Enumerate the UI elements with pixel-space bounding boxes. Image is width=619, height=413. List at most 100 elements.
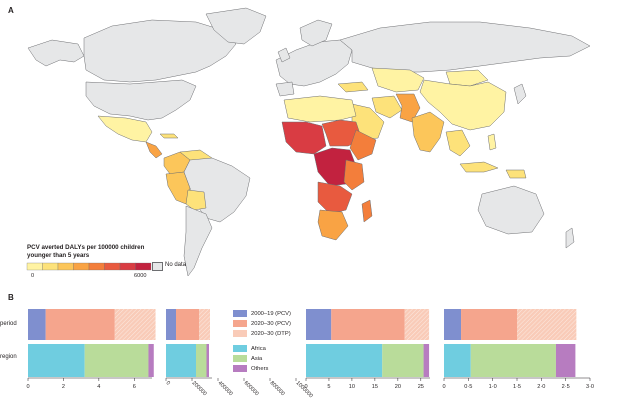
row-label-region: region (0, 354, 17, 360)
region-usa (85, 79, 197, 121)
legend-swatch (233, 320, 247, 327)
region-southern-africa (317, 209, 349, 241)
legend-title-line1: PCV averted DALYs per 100000 children (27, 244, 145, 251)
region-central-america (145, 141, 163, 159)
region-kazakhstan (371, 67, 425, 93)
x-tick-label: 800000 (269, 380, 286, 397)
region-horn-of-africa (349, 129, 377, 161)
bar-segment-period-3-chart-4 (517, 309, 577, 340)
region-mongolia (445, 69, 489, 87)
region-iberia (275, 81, 295, 97)
x-tick-label: 2·0 (537, 384, 545, 390)
region-china (419, 79, 507, 131)
region-north-africa (283, 95, 357, 123)
legend-item: 2020–30 (PCV) (233, 320, 291, 327)
x-tick-label: 1000000 (295, 380, 314, 399)
legend-label: 2020–30 (PCV) (251, 320, 291, 327)
x-tick-label: 2·5 (562, 384, 570, 390)
region-alaska (27, 39, 85, 67)
x-tick-label: 20 (395, 384, 401, 390)
x-tick-label: 0 (165, 380, 171, 386)
region-angola-zambia (317, 181, 353, 215)
region-new-zealand (565, 227, 575, 249)
x-tick-label: 5 (327, 384, 330, 390)
region-indonesia (459, 161, 499, 173)
bar-segment-period-2-chart-4 (461, 309, 517, 340)
legend-label: 2020–30 (DTP) (251, 330, 291, 337)
no-data-swatch (152, 262, 163, 271)
region-west-africa (281, 121, 327, 155)
legend-item: Africa (233, 345, 266, 352)
bar-segment-region-2-chart-4 (470, 344, 556, 377)
region-png (505, 169, 527, 179)
region-southern-cone (183, 205, 213, 277)
legend-max-label: 6000 (134, 273, 147, 279)
bar-segment-region-1-chart-3 (306, 344, 383, 377)
legend-color-scale (26, 262, 152, 271)
region-iran (371, 95, 403, 119)
x-tick-label: 0 (442, 384, 445, 390)
legend-swatch (233, 355, 247, 362)
bar-segment-period-2-chart-2 (176, 309, 199, 340)
world-choropleth-map (26, 7, 591, 277)
x-tick-label: 2 (62, 384, 65, 390)
bar-segment-period-2-chart-3 (331, 309, 405, 340)
bar-segment-region-3-chart-4 (555, 344, 576, 377)
region-bolivia (185, 189, 207, 211)
legend-swatch (233, 330, 247, 337)
x-tick-label: 600000 (243, 380, 260, 397)
bar-segment-period-3-chart-2 (199, 309, 210, 340)
legend-item: 2000–19 (PCV) (233, 310, 291, 317)
region-canada (83, 19, 237, 83)
bar-segment-region-1-chart-2 (166, 344, 196, 377)
row-label-period: period (0, 321, 17, 327)
bar-segment-period-3-chart-3 (404, 309, 430, 340)
bar-segment-period-1-chart-1 (28, 309, 46, 340)
no-data-label: No data (165, 262, 187, 268)
x-tick-label: 10 (349, 384, 355, 390)
x-tick-label: 6 (133, 384, 136, 390)
region-scandinavia (299, 19, 333, 47)
x-tick-label: 4 (97, 384, 100, 390)
x-tick-label: 400000 (217, 380, 234, 397)
x-tick-label: 25 (418, 384, 424, 390)
bar-segment-period-1-chart-3 (306, 309, 332, 340)
bar-segment-region-2-chart-3 (382, 344, 424, 377)
panel-b-label: B (8, 293, 14, 302)
region-cuba (159, 133, 179, 139)
x-tick-label: 1·5 (513, 384, 521, 390)
bar-segment-period-3-chart-1 (114, 309, 156, 340)
legend-min-label: 0 (31, 273, 35, 279)
legend-label: Others (251, 365, 269, 372)
legend-title: PCV averted DALYs per 100000 children yo… (27, 244, 177, 260)
region-mexico (97, 115, 153, 143)
region-southeast-asia (445, 129, 471, 157)
x-tick-label: 3·0 (586, 384, 594, 390)
legend-swatch (233, 345, 247, 352)
region-east-africa (343, 159, 365, 191)
region-india (411, 111, 445, 153)
bar-segment-region-2-chart-2 (196, 344, 207, 377)
region-russia (339, 21, 591, 73)
legend-item: Others (233, 365, 268, 372)
bar-segment-period-1-chart-4 (444, 309, 462, 340)
region-europe (275, 39, 353, 87)
region-japan (513, 83, 527, 105)
x-tick-label: 0·5 (464, 384, 472, 390)
x-tick-label: 200000 (191, 380, 208, 397)
x-tick-label: 1·0 (489, 384, 497, 390)
legend-swatch (233, 310, 247, 317)
legend-item: Asia (233, 355, 262, 362)
bar-segment-period-2-chart-1 (45, 309, 115, 340)
legend-label: 2000–19 (PCV) (251, 310, 291, 317)
legend-swatch (233, 365, 247, 372)
region-philippines (487, 133, 497, 151)
region-greenland (205, 7, 267, 45)
bar-segment-region-1-chart-4 (444, 344, 471, 377)
legend-label: Africa (251, 345, 266, 352)
region-turkey (337, 81, 369, 93)
bar-segment-region-3-chart-1 (148, 344, 154, 377)
x-tick-label: 0 (304, 384, 307, 390)
legend-label: Asia (251, 355, 263, 362)
bar-segment-region-3-chart-3 (423, 344, 430, 377)
